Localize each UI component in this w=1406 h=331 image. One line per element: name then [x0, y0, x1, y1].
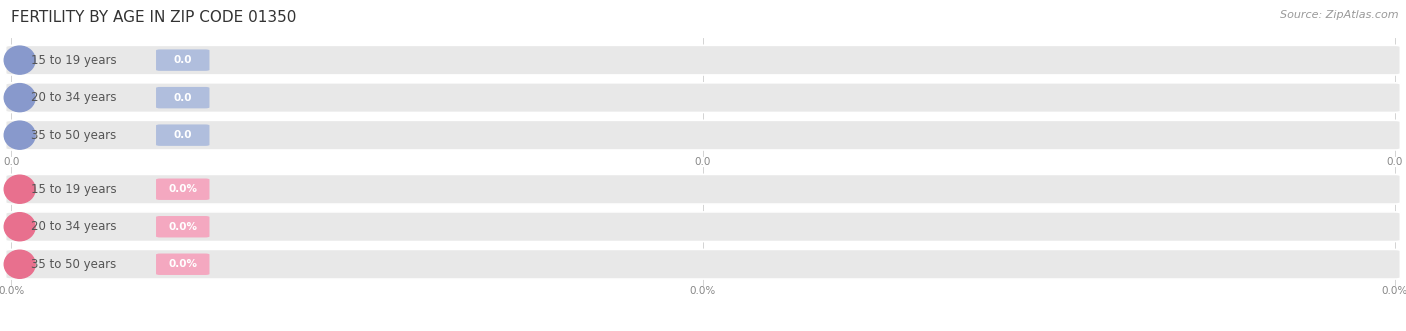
Ellipse shape: [4, 250, 35, 278]
Text: 15 to 19 years: 15 to 19 years: [31, 54, 117, 67]
Text: 0.0: 0.0: [1386, 157, 1403, 167]
Ellipse shape: [4, 46, 35, 74]
FancyBboxPatch shape: [156, 254, 209, 275]
Text: 0.0%: 0.0%: [690, 286, 716, 296]
Text: 35 to 50 years: 35 to 50 years: [31, 258, 117, 271]
FancyBboxPatch shape: [6, 120, 1400, 150]
Text: 0.0%: 0.0%: [169, 259, 197, 269]
Text: 0.0%: 0.0%: [0, 286, 24, 296]
Text: 0.0%: 0.0%: [169, 184, 197, 194]
Text: 0.0: 0.0: [3, 157, 20, 167]
Ellipse shape: [4, 84, 35, 112]
Text: 15 to 19 years: 15 to 19 years: [31, 183, 117, 196]
Text: Source: ZipAtlas.com: Source: ZipAtlas.com: [1281, 10, 1399, 20]
Text: 0.0: 0.0: [173, 55, 193, 65]
FancyBboxPatch shape: [156, 178, 209, 200]
Text: 35 to 50 years: 35 to 50 years: [31, 129, 117, 142]
Text: FERTILITY BY AGE IN ZIP CODE 01350: FERTILITY BY AGE IN ZIP CODE 01350: [11, 10, 297, 25]
Text: 20 to 34 years: 20 to 34 years: [31, 220, 117, 233]
Ellipse shape: [4, 213, 35, 241]
FancyBboxPatch shape: [6, 174, 1400, 204]
Ellipse shape: [4, 121, 35, 149]
FancyBboxPatch shape: [156, 216, 209, 237]
FancyBboxPatch shape: [6, 83, 1400, 113]
Text: 0.0%: 0.0%: [1382, 286, 1406, 296]
FancyBboxPatch shape: [156, 49, 209, 71]
Ellipse shape: [4, 175, 35, 203]
Text: 0.0%: 0.0%: [169, 222, 197, 232]
Text: 20 to 34 years: 20 to 34 years: [31, 91, 117, 104]
FancyBboxPatch shape: [6, 250, 1400, 279]
FancyBboxPatch shape: [6, 45, 1400, 75]
FancyBboxPatch shape: [156, 87, 209, 108]
Text: 0.0: 0.0: [695, 157, 711, 167]
FancyBboxPatch shape: [6, 212, 1400, 242]
Text: 0.0: 0.0: [173, 130, 193, 140]
Text: 0.0: 0.0: [173, 93, 193, 103]
FancyBboxPatch shape: [156, 124, 209, 146]
